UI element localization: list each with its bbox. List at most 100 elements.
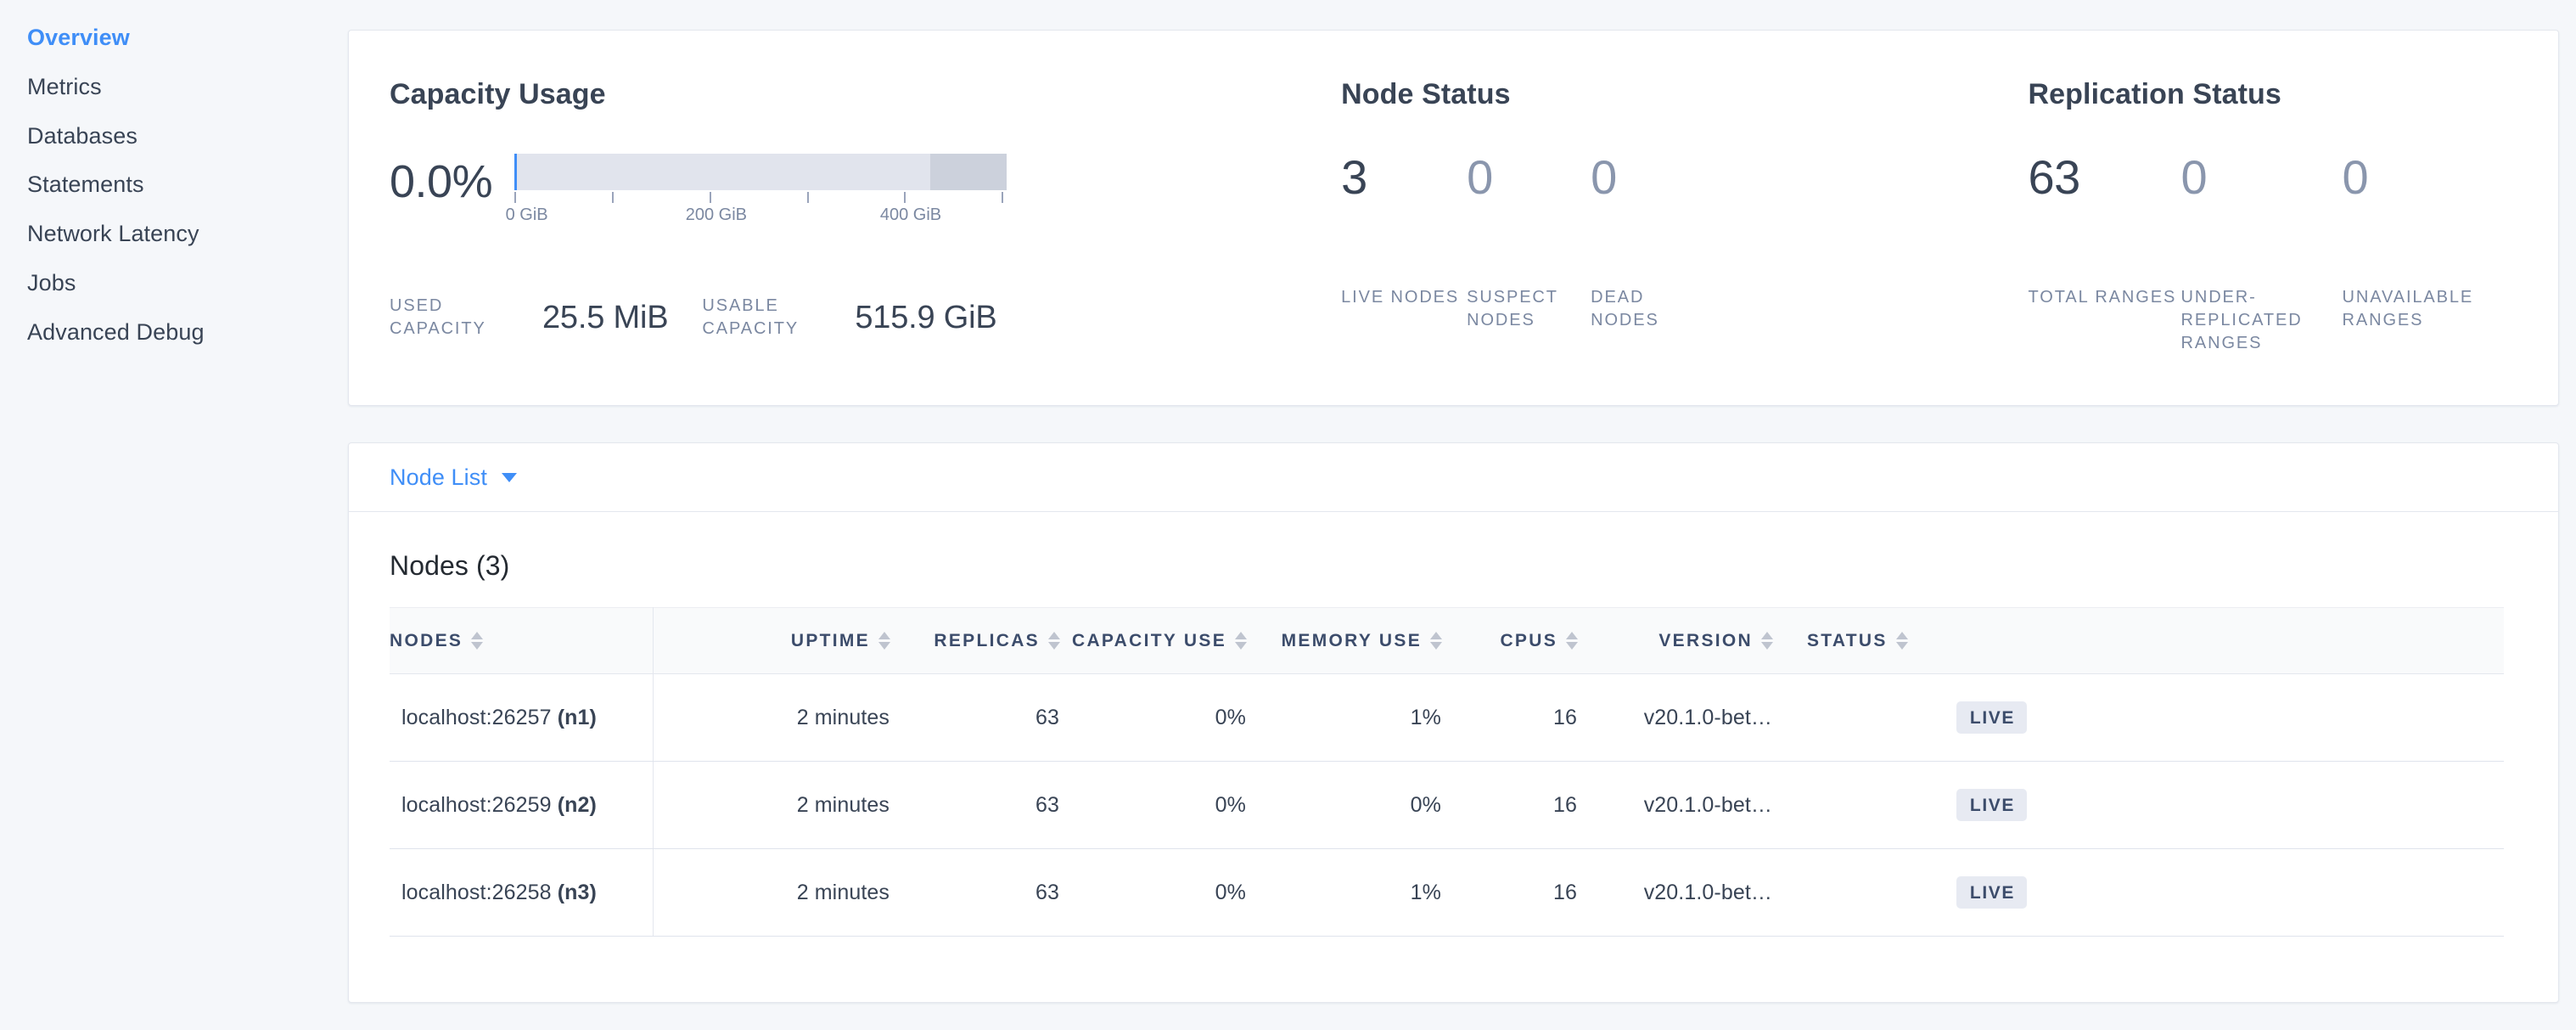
status-cell: LIVE: [1773, 673, 2028, 762]
node-id: (n3): [557, 880, 597, 904]
sort-icon[interactable]: [1235, 632, 1247, 650]
nodes-table-title: Nodes (3): [390, 550, 510, 581]
cpus-cell: 16: [1442, 848, 1578, 937]
table-row[interactable]: localhost:26258 (n3) 2 minutes 63 0% 1% …: [390, 848, 2504, 937]
node-id: (n2): [557, 792, 597, 817]
sidebar-item-network-latency[interactable]: Network Latency: [27, 221, 199, 246]
replication-status-title: Replication Status: [2028, 78, 2281, 110]
memory-use-cell: 1%: [1247, 848, 1442, 937]
capacity-percent-value: 0.0%: [390, 156, 493, 207]
sidebar-item-advanced-debug[interactable]: Advanced Debug: [27, 318, 205, 345]
replicas-cell: 63: [890, 848, 1060, 937]
total-ranges-value: 63: [2028, 150, 2081, 204]
sidebar-item-jobs[interactable]: Jobs: [27, 269, 76, 295]
sort-icon[interactable]: [1430, 632, 1442, 650]
sort-icon[interactable]: [1566, 632, 1578, 650]
sort-icon[interactable]: [1895, 632, 1908, 650]
column-header-version[interactable]: VERSION: [1578, 607, 1773, 674]
column-header-spacer: [2028, 607, 2504, 674]
status-cell: LIVE: [1773, 848, 2028, 937]
cluster-summary-panel: Capacity Usage 0.0%: [348, 30, 2559, 406]
sidebar-item-statements[interactable]: Statements: [27, 172, 144, 198]
capacity-axis-ticks: [514, 192, 1007, 204]
replication-status-section: Replication Status 63 0 0 TOTAL RANGES U…: [1978, 78, 2558, 405]
live-nodes-label: LIVE NODES: [1341, 288, 1460, 307]
replication-status-values: 63 0 0: [2029, 154, 2558, 245]
version-cell: v20.1.0-bet…: [1578, 761, 1773, 849]
column-header-memory-use[interactable]: MEMORY USE: [1247, 607, 1442, 674]
nodes-table: NODES UPTIME REPLICAS CAPACITY USE: [390, 607, 2504, 937]
used-capacity-value: 25.5 MiB: [542, 299, 669, 335]
capacity-axis-label-400: 400 GiB: [879, 205, 942, 224]
status-badge: LIVE: [1956, 876, 2027, 909]
uptime-cell: 2 minutes: [653, 848, 890, 937]
chevron-down-icon: [501, 472, 517, 482]
sort-icon[interactable]: [471, 632, 484, 650]
capacity-reserved-segment: [930, 154, 1007, 190]
under-replicated-ranges-value: 0: [2180, 150, 2208, 204]
capacity-usage-section: Capacity Usage 0.0%: [349, 78, 1290, 405]
spacer-cell: [2028, 673, 2504, 762]
capacity-use-cell: 0%: [1060, 673, 1247, 762]
sort-icon[interactable]: [878, 632, 890, 650]
dead-nodes-value: 0: [1591, 150, 1617, 204]
capacity-usage-title: Capacity Usage: [390, 78, 606, 110]
table-row[interactable]: localhost:26257 (n1) 2 minutes 63 0% 1% …: [390, 673, 2504, 762]
capacity-axis-label-0: 0 GiB: [505, 205, 548, 224]
column-header-capacity-use[interactable]: CAPACITY USE: [1060, 607, 1247, 674]
sidebar-item-databases[interactable]: Databases: [27, 122, 137, 149]
memory-use-cell: 0%: [1247, 761, 1442, 849]
version-cell: v20.1.0-bet…: [1578, 673, 1773, 762]
sidebar-item-metrics[interactable]: Metrics: [27, 73, 102, 99]
node-address: localhost:26258: [401, 880, 552, 904]
column-header-replicas[interactable]: REPLICAS: [890, 607, 1060, 674]
capacity-bar: [514, 154, 1007, 190]
cpus-cell: 16: [1442, 673, 1578, 762]
live-nodes-value: 3: [1341, 150, 1367, 204]
capacity-use-cell: 0%: [1060, 848, 1247, 937]
column-header-cpus[interactable]: CPUS: [1442, 607, 1578, 674]
node-address-cell[interactable]: localhost:26258 (n3): [390, 848, 654, 937]
node-list-panel: Node List Nodes (3): [348, 442, 2559, 1003]
column-header-uptime[interactable]: UPTIME: [653, 607, 890, 674]
replicas-cell: 63: [890, 673, 1060, 762]
capacity-axis-label-200: 200 GiB: [685, 205, 748, 224]
nodes-table-body: localhost:26257 (n1) 2 minutes 63 0% 1% …: [390, 673, 2504, 937]
nodes-table-container: NODES UPTIME REPLICAS CAPACITY USE: [349, 582, 2558, 937]
status-badge: LIVE: [1956, 789, 2027, 821]
sort-icon[interactable]: [1048, 632, 1060, 650]
sidebar: Overview Metrics Databases Statements Ne…: [0, 0, 348, 1030]
table-row[interactable]: localhost:26259 (n2) 2 minutes 63 0% 0% …: [390, 761, 2504, 849]
spacer-cell: [2028, 761, 2504, 849]
node-status-values: 3 0 0: [1341, 154, 1977, 245]
cpus-cell: 16: [1442, 761, 1578, 849]
node-status-title: Node Status: [1341, 78, 1511, 110]
replication-status-labels: TOTAL RANGES UNDER- REPLICATED RANGES UN…: [2029, 286, 2558, 355]
sort-icon[interactable]: [1761, 632, 1773, 650]
table-header-row: NODES UPTIME REPLICAS CAPACITY USE: [390, 607, 2504, 674]
replicas-cell: 63: [890, 761, 1060, 849]
column-header-status[interactable]: STATUS: [1773, 607, 2028, 674]
sidebar-item-overview[interactable]: Overview: [27, 25, 130, 50]
unavailable-ranges-value: 0: [2342, 150, 2369, 204]
unavailable-ranges-label: UNAVAILABLE RANGES: [2342, 288, 2474, 329]
node-address-cell[interactable]: localhost:26257 (n1): [390, 673, 654, 762]
status-cell: LIVE: [1773, 761, 2028, 849]
usable-capacity-label: USABLE CAPACITY: [702, 296, 800, 338]
capacity-stats: USED CAPACITY 25.5 MiB USABLE CAPACITY 5…: [390, 295, 1290, 341]
node-address: localhost:26257: [401, 705, 552, 729]
used-capacity-label: USED CAPACITY: [390, 296, 486, 338]
usable-capacity-stat: USABLE CAPACITY 515.9 GiB: [702, 295, 996, 341]
memory-use-cell: 1%: [1247, 673, 1442, 762]
node-status-section: Node Status 3 0 0 LIVE NODES SUSPECT NOD…: [1290, 78, 1977, 405]
suspect-nodes-value: 0: [1467, 150, 1493, 204]
uptime-cell: 2 minutes: [653, 673, 890, 762]
node-list-toolbar: Node List: [349, 443, 2558, 512]
capacity-use-cell: 0%: [1060, 761, 1247, 849]
node-address-cell[interactable]: localhost:26259 (n2): [390, 761, 654, 849]
node-status-labels: LIVE NODES SUSPECT NODES DEAD NODES: [1341, 286, 1977, 332]
status-badge: LIVE: [1956, 701, 2027, 734]
node-list-dropdown[interactable]: Node List: [390, 464, 517, 491]
column-header-nodes[interactable]: NODES: [390, 607, 654, 674]
